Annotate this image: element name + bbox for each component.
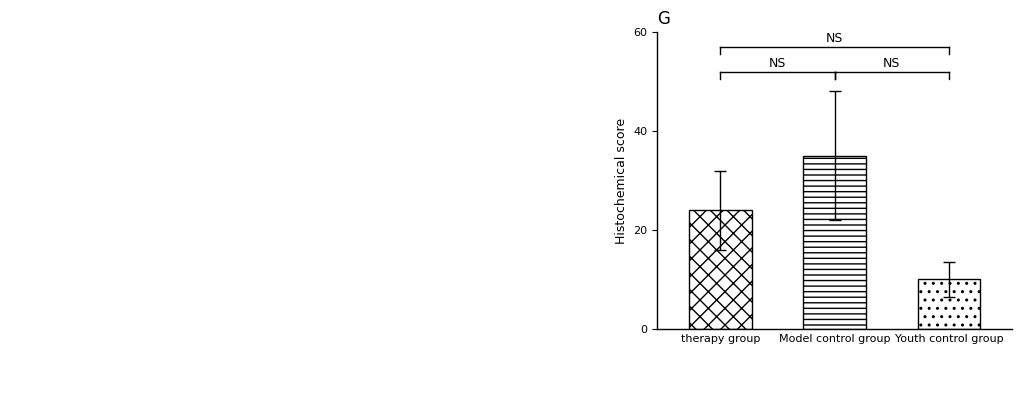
Text: NS: NS (825, 32, 843, 45)
Y-axis label: Histochemical score: Histochemical score (614, 117, 628, 243)
Text: NS: NS (768, 57, 786, 70)
Bar (688, 210, 751, 329)
Text: G: G (656, 10, 669, 28)
Text: NS: NS (882, 57, 900, 70)
Bar (917, 279, 979, 329)
Bar (802, 156, 865, 329)
